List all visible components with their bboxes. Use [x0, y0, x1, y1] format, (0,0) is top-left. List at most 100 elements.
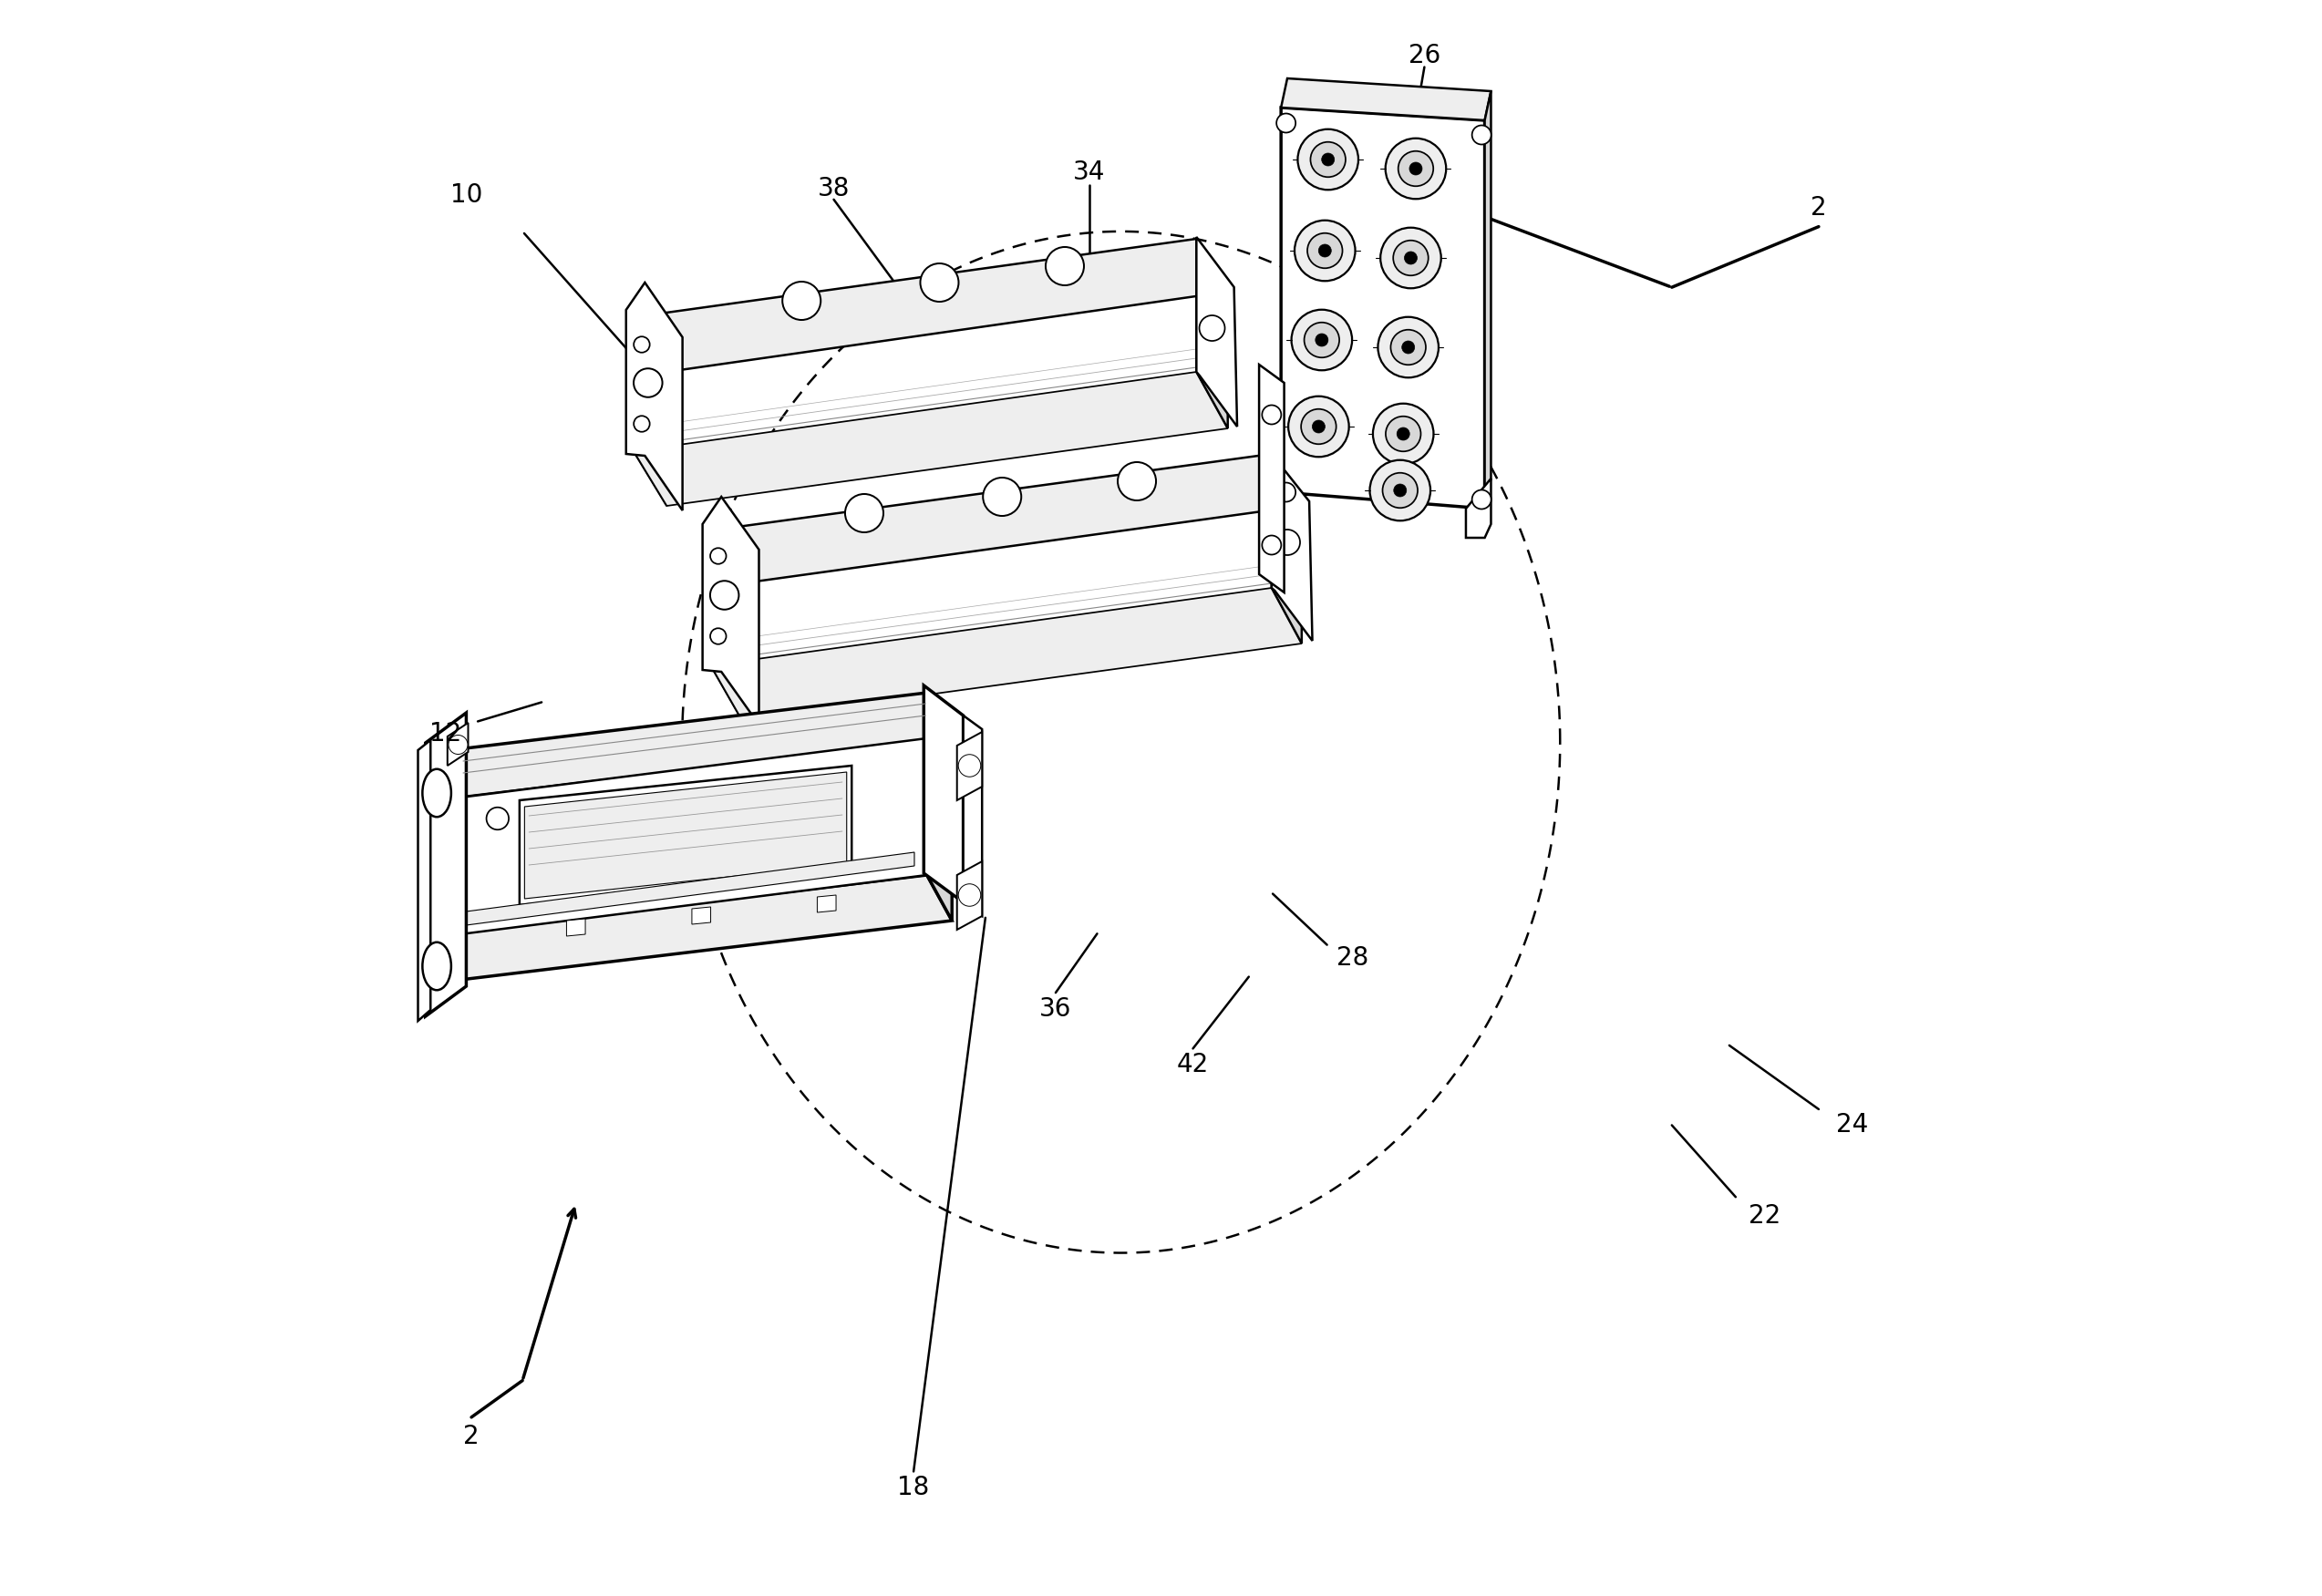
Text: 38: 38: [817, 176, 850, 201]
Polygon shape: [520, 766, 852, 905]
Circle shape: [1382, 472, 1419, 508]
Polygon shape: [1196, 236, 1238, 426]
Polygon shape: [418, 741, 430, 1021]
Circle shape: [1314, 334, 1328, 346]
Text: 26: 26: [1409, 43, 1440, 69]
Circle shape: [1198, 316, 1224, 342]
Circle shape: [1377, 318, 1440, 378]
Circle shape: [920, 263, 959, 302]
Text: 2: 2: [464, 1424, 478, 1449]
Circle shape: [711, 581, 738, 610]
Polygon shape: [434, 875, 952, 980]
Ellipse shape: [423, 769, 450, 817]
Circle shape: [1393, 241, 1428, 276]
Polygon shape: [434, 693, 952, 798]
Polygon shape: [1259, 364, 1284, 592]
Circle shape: [1045, 247, 1084, 286]
Circle shape: [1319, 244, 1331, 257]
Text: 18: 18: [899, 1475, 929, 1500]
Circle shape: [959, 755, 980, 777]
Circle shape: [845, 495, 882, 533]
Text: 36: 36: [1040, 996, 1073, 1021]
Circle shape: [1263, 405, 1282, 425]
Circle shape: [1310, 142, 1344, 177]
Circle shape: [1321, 153, 1335, 166]
Circle shape: [485, 808, 509, 830]
Polygon shape: [1272, 453, 1312, 640]
Ellipse shape: [423, 942, 450, 990]
Polygon shape: [957, 862, 982, 930]
Circle shape: [1372, 404, 1433, 464]
Text: 2: 2: [1811, 195, 1827, 220]
Circle shape: [1402, 342, 1414, 354]
Circle shape: [1300, 409, 1335, 444]
Polygon shape: [704, 496, 759, 725]
Circle shape: [1405, 252, 1416, 265]
Polygon shape: [460, 739, 926, 934]
Polygon shape: [1484, 91, 1491, 509]
Circle shape: [634, 369, 662, 397]
Text: 22: 22: [1748, 1203, 1781, 1229]
Polygon shape: [467, 852, 915, 926]
Circle shape: [1296, 220, 1356, 281]
Polygon shape: [425, 713, 467, 1017]
Circle shape: [711, 629, 727, 645]
Polygon shape: [525, 772, 848, 899]
Circle shape: [1379, 228, 1442, 289]
Polygon shape: [711, 530, 743, 720]
Circle shape: [982, 477, 1022, 516]
Circle shape: [1117, 463, 1156, 501]
Circle shape: [1472, 490, 1491, 509]
Text: 28: 28: [1337, 945, 1368, 970]
Polygon shape: [957, 733, 982, 800]
Polygon shape: [926, 693, 952, 921]
Polygon shape: [711, 453, 1303, 584]
Polygon shape: [627, 282, 683, 511]
Circle shape: [1289, 396, 1349, 456]
Polygon shape: [711, 587, 1303, 720]
Polygon shape: [1196, 239, 1228, 428]
Circle shape: [1277, 482, 1296, 501]
Polygon shape: [1465, 479, 1491, 538]
Circle shape: [1391, 330, 1426, 365]
Circle shape: [1291, 310, 1351, 370]
Polygon shape: [448, 723, 469, 766]
Circle shape: [1386, 417, 1421, 452]
Circle shape: [1312, 420, 1326, 433]
Text: 42: 42: [1177, 1052, 1210, 1077]
Circle shape: [711, 547, 727, 563]
Circle shape: [1307, 233, 1342, 268]
Text: 24: 24: [1837, 1112, 1869, 1138]
Polygon shape: [817, 895, 836, 913]
Polygon shape: [634, 318, 666, 506]
Text: 34: 34: [1073, 160, 1105, 185]
Polygon shape: [567, 919, 585, 937]
Text: 12: 12: [430, 721, 462, 747]
Circle shape: [959, 884, 980, 907]
Circle shape: [1472, 126, 1491, 145]
Circle shape: [1277, 113, 1296, 132]
Circle shape: [783, 281, 820, 319]
Circle shape: [1370, 460, 1430, 520]
Circle shape: [1398, 428, 1409, 440]
Circle shape: [1263, 536, 1282, 555]
Polygon shape: [1282, 107, 1484, 509]
Circle shape: [1386, 139, 1447, 200]
Polygon shape: [692, 907, 711, 924]
Circle shape: [1305, 322, 1340, 358]
Circle shape: [448, 736, 467, 755]
Circle shape: [634, 337, 650, 353]
Text: 10: 10: [450, 182, 483, 207]
Circle shape: [1409, 163, 1421, 176]
Circle shape: [1393, 484, 1407, 496]
Polygon shape: [924, 685, 964, 902]
Polygon shape: [434, 752, 460, 980]
Polygon shape: [634, 239, 1228, 372]
Circle shape: [1398, 152, 1433, 187]
Circle shape: [1298, 129, 1358, 190]
Circle shape: [634, 417, 650, 433]
Polygon shape: [634, 372, 1228, 506]
Circle shape: [1275, 530, 1300, 555]
Polygon shape: [1282, 78, 1491, 120]
Polygon shape: [1272, 453, 1303, 643]
